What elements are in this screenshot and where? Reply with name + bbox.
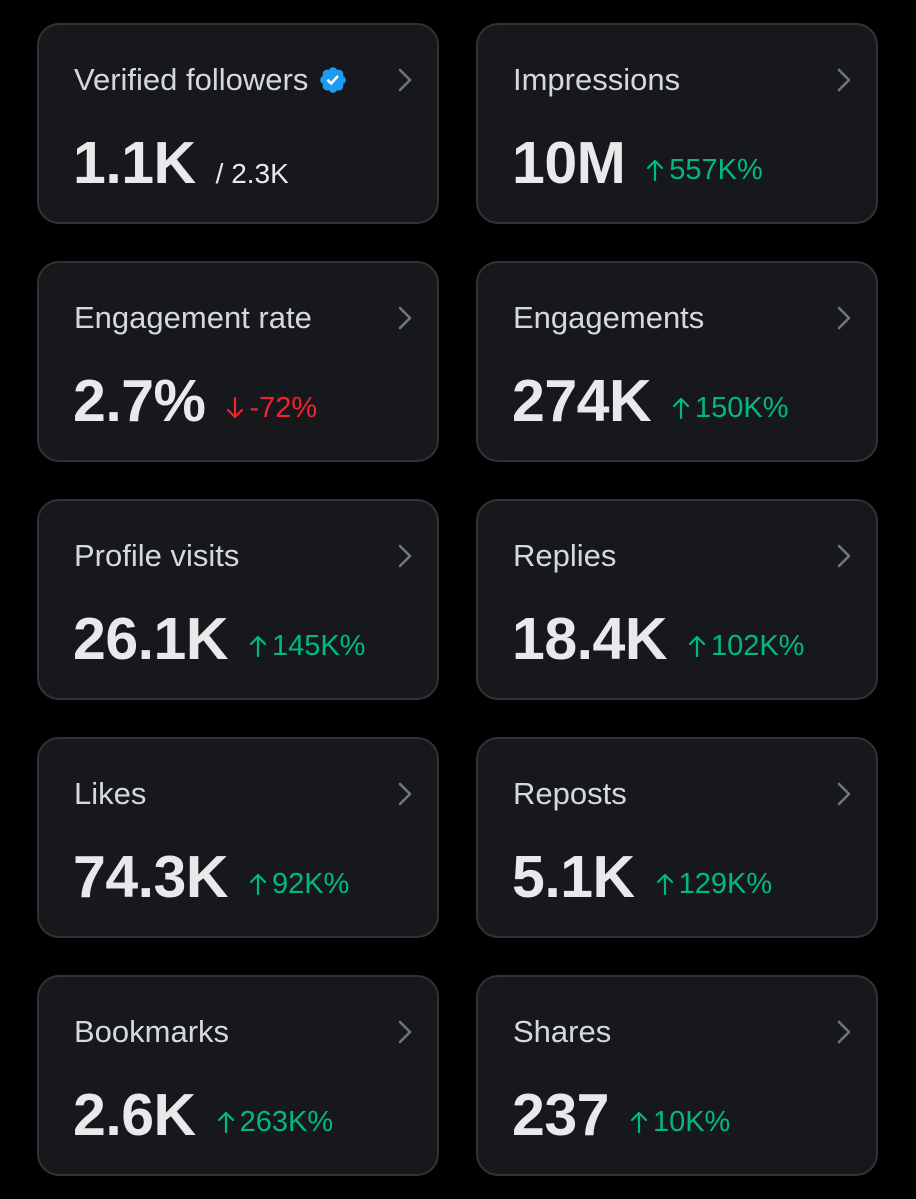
card-delta: 129K% — [655, 867, 773, 901]
chevron-right-icon[interactable] — [830, 541, 858, 571]
arrow-up-icon — [249, 635, 267, 658]
chevron-right-icon[interactable] — [830, 65, 858, 95]
card-title: Impressions — [513, 62, 681, 97]
card-shares[interactable]: Shares 237 10K% — [476, 975, 878, 1176]
card-value: 2.6K — [73, 1082, 196, 1148]
chevron-right-icon[interactable] — [391, 303, 419, 333]
card-title: Engagement rate — [74, 300, 312, 335]
card-delta: 150K% — [671, 391, 789, 425]
card-value: 1.1K — [73, 130, 196, 196]
card-title: Profile visits — [74, 538, 240, 573]
card-value-row: 10M 557K% — [512, 131, 763, 195]
card-impressions[interactable]: Impressions 10M 557K% — [476, 23, 878, 224]
arrow-up-icon — [249, 873, 267, 896]
card-delta-value: 10K% — [652, 1106, 731, 1138]
arrow-up-icon — [647, 159, 664, 182]
chevron-right-icon[interactable] — [391, 1017, 419, 1047]
card-delta-value: 557K% — [669, 154, 763, 186]
card-value: 274K — [512, 368, 652, 434]
chevron-right-icon[interactable] — [830, 303, 858, 333]
card-delta-value: 145K% — [271, 630, 366, 662]
card-replies[interactable]: Replies 18.4K 102K% — [476, 499, 878, 700]
chevron-right-icon[interactable] — [391, 65, 419, 95]
card-value-row: 237 10K% — [512, 1083, 730, 1147]
chevron-right-icon[interactable] — [391, 541, 419, 571]
card-delta: 10K% — [629, 1105, 730, 1139]
card-delta-value: 102K% — [710, 630, 805, 662]
arrow-up-icon — [688, 635, 706, 658]
card-value-row: 18.4K 102K% — [512, 607, 804, 671]
card-title-text: Verified followers — [74, 62, 309, 97]
arrow-up-icon — [217, 1111, 234, 1134]
card-title: Reposts — [513, 776, 627, 811]
verified-badge-icon — [320, 67, 347, 93]
card-title: Bookmarks — [74, 1014, 230, 1049]
card-delta: 145K% — [248, 629, 366, 663]
card-title: Replies — [513, 538, 617, 573]
chevron-right-icon[interactable] — [391, 779, 419, 809]
card-verified-followers[interactable]: Verified followers 1.1K / 2.3K — [37, 23, 439, 224]
chevron-right-icon[interactable] — [830, 779, 858, 809]
arrow-up-icon — [630, 1111, 648, 1134]
card-value-row: 74.3K 92K% — [73, 845, 349, 909]
card-likes[interactable]: Likes 74.3K 92K% — [37, 737, 439, 938]
card-value-row: 274K 150K% — [512, 369, 789, 433]
card-value-row: 2.6K 263K% — [73, 1083, 333, 1147]
arrow-down-icon — [227, 396, 244, 419]
card-title: Verified followers — [74, 61, 348, 99]
card-title: Engagements — [513, 300, 705, 335]
card-value: 2.7% — [73, 368, 206, 434]
card-value: 18.4K — [512, 606, 667, 672]
card-bookmarks[interactable]: Bookmarks 2.6K 263K% — [37, 975, 439, 1176]
card-delta: 92K% — [248, 867, 349, 901]
card-delta-value: 150K% — [695, 392, 789, 424]
card-value: 26.1K — [73, 606, 228, 672]
card-value-row: 2.7% -72% — [73, 369, 317, 433]
card-value: 5.1K — [512, 844, 635, 910]
card-profile-visits[interactable]: Profile visits 26.1K 145K% — [37, 499, 439, 700]
card-engagements[interactable]: Engagements 274K 150K% — [476, 261, 878, 462]
card-value-row: 5.1K 129K% — [512, 845, 772, 909]
card-value: 237 — [512, 1082, 609, 1148]
card-engagement-rate[interactable]: Engagement rate 2.7% -72% — [37, 261, 439, 462]
arrow-up-icon — [656, 873, 673, 896]
card-value: 10M — [512, 130, 626, 196]
card-delta: 263K% — [216, 1105, 334, 1139]
card-title: Shares — [513, 1014, 612, 1049]
card-value: 74.3K — [73, 844, 228, 910]
card-delta-value: 92K% — [271, 868, 350, 900]
card-title: Likes — [74, 776, 147, 811]
card-delta: -72% — [225, 391, 317, 425]
card-delta-value: 263K% — [239, 1106, 334, 1138]
card-delta: 102K% — [687, 629, 805, 663]
card-reposts[interactable]: Reposts 5.1K 129K% — [476, 737, 878, 938]
card-total: / 2.3K — [215, 158, 289, 189]
card-delta-value: -72% — [249, 392, 318, 424]
chevron-right-icon[interactable] — [830, 1017, 858, 1047]
card-value-row: 26.1K 145K% — [73, 607, 365, 671]
arrow-up-icon — [672, 397, 690, 420]
card-delta-value: 129K% — [678, 868, 773, 900]
card-delta: 557K% — [645, 153, 763, 187]
card-value-row: 1.1K / 2.3K — [73, 131, 289, 195]
